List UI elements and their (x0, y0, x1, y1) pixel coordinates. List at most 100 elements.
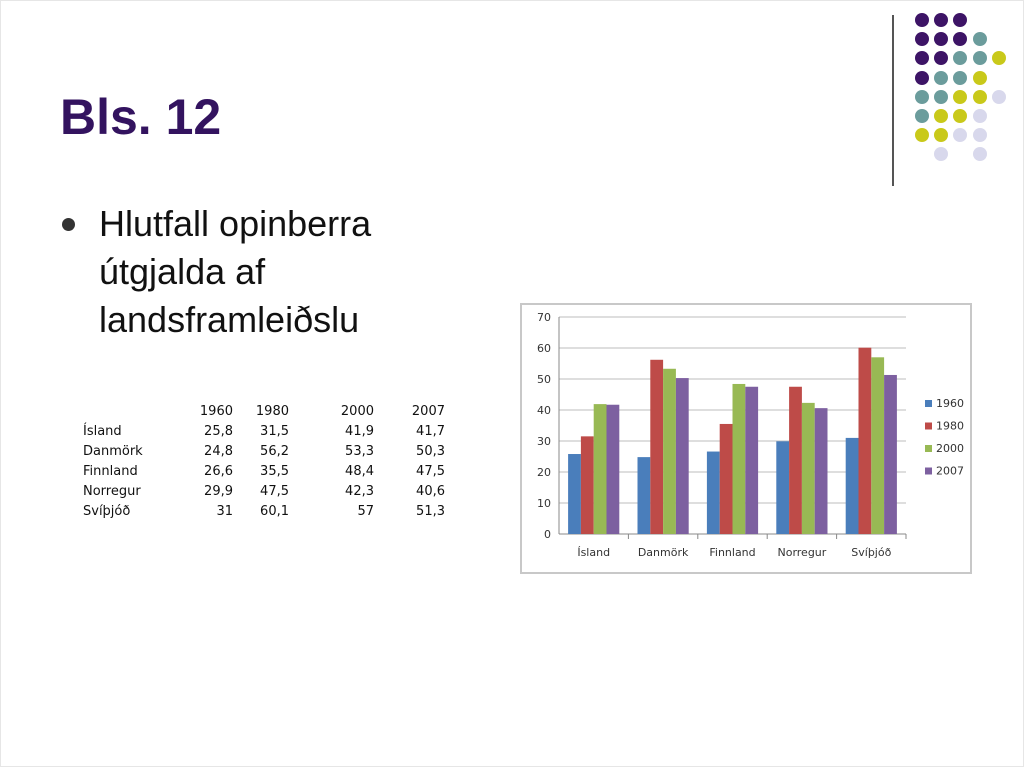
slide-title: Bls. 12 (60, 89, 222, 145)
x-tick-label: Svíþjóð (851, 546, 891, 559)
bar-2007-4 (884, 374, 897, 534)
chart: 0 10 20 30 40 50 60 70 Ísland Danmörk Finnland Norr… (520, 303, 972, 574)
table-cell: 47,5 (260, 483, 289, 499)
decor-dot (934, 128, 949, 143)
decor-dot (972, 109, 987, 123)
table-cell: 29,9 (204, 483, 233, 499)
table-row: Norregur 29,9 47,5 42,3 40,6 (83, 481, 445, 501)
bar-2007-1 (675, 378, 689, 534)
decor-dot (934, 32, 949, 47)
data-table: 1960 1980 2000 2007 Ísland 25,8 31,5 41,9 41,7 Da… (83, 401, 445, 521)
legend-swatch (925, 400, 932, 407)
decor-dot (953, 89, 968, 104)
x-tick-label: Finnland (709, 546, 755, 559)
decor-dot (991, 51, 1006, 66)
decor-dot (953, 51, 968, 66)
decor-dot (934, 51, 949, 66)
table-cell: 48,4 (345, 463, 374, 479)
decor-dot (934, 13, 949, 27)
decor-dot (915, 89, 929, 104)
y-tick-label: 60 (537, 342, 551, 355)
bar-1980-1 (650, 359, 664, 534)
table-cell: 25,8 (204, 423, 233, 439)
bar-2000-3 (801, 402, 815, 534)
decor-dot (934, 89, 949, 104)
bullet-icon (62, 218, 75, 231)
y-tick-label: 70 (537, 311, 551, 324)
y-tick-label: 50 (537, 373, 551, 386)
x-tick-label: Ísland (577, 546, 610, 559)
table-cell: 35,5 (260, 463, 289, 479)
decor-dot (972, 147, 987, 162)
decor-divider (892, 15, 894, 186)
decor-dot (934, 109, 949, 123)
decor-dot (934, 70, 949, 85)
decor-dot (972, 70, 987, 85)
x-tick-label: Danmörk (638, 546, 689, 559)
decor-dot (972, 128, 987, 143)
y-tick-label: 40 (537, 404, 551, 417)
y-tick-label: 0 (544, 528, 551, 541)
y-tick-label: 10 (537, 497, 551, 510)
table-cell: 50,3 (416, 443, 445, 459)
table-cell: 40,6 (416, 483, 445, 499)
bar-1960-0 (568, 454, 581, 534)
table-header-row: 1960 1980 2000 2007 (83, 401, 445, 421)
table-row: Svíþjóð 31 60,1 57 51,3 (83, 501, 445, 521)
legend-swatch (925, 445, 932, 452)
bar-1980-3 (789, 386, 802, 534)
decor-dot (953, 32, 968, 47)
row-label: Finnland (83, 463, 138, 479)
bar-2000-2 (732, 383, 746, 534)
decor-dot (915, 128, 929, 143)
bullet-text: Hlutfall opinberra útgjalda af landsfram… (99, 203, 372, 340)
table-row: Finnland 26,6 35,5 48,4 47,5 (83, 461, 445, 481)
decor-dot (934, 147, 949, 162)
decor-dot (953, 109, 968, 123)
table-cell: 31,5 (260, 423, 289, 439)
legend-label: 1980 (936, 420, 964, 433)
bar-1980-4 (858, 347, 872, 534)
table-cell: 24,8 (204, 443, 233, 459)
bar-1980-0 (580, 436, 594, 534)
table-cell: 60,1 (260, 503, 289, 519)
decor-dot (915, 13, 929, 27)
bar-2007-3 (814, 408, 828, 534)
decor-dot (915, 51, 929, 66)
table-cell: 31 (216, 503, 233, 519)
bar-1960-2 (706, 451, 720, 534)
decor-dot (972, 32, 987, 47)
y-tick-label: 20 (537, 466, 551, 479)
legend-label: 1960 (936, 397, 964, 410)
table-cell: 41,9 (345, 423, 374, 439)
bar-1960-4 (845, 437, 859, 534)
row-label (83, 401, 171, 421)
row-label: Svíþjóð (83, 503, 131, 519)
table-cell: 26,6 (204, 463, 233, 479)
row-label: Norregur (83, 483, 141, 499)
table-row: Ísland 25,8 31,5 41,9 41,7 (83, 421, 445, 441)
bar-2007-2 (745, 386, 759, 534)
row-label: Danmörk (83, 443, 143, 459)
table-cell: 1980 (255, 403, 289, 419)
table-cell: 42,3 (345, 483, 374, 499)
table-cell: 2007 (411, 403, 445, 419)
decor-dot (915, 70, 929, 85)
bar-2007-0 (606, 404, 620, 534)
decor-dot (915, 109, 929, 123)
legend-swatch (925, 467, 932, 475)
table-cell: 53,3 (345, 443, 374, 459)
decor-dot (972, 51, 987, 66)
decor-dot (953, 70, 968, 85)
table-cell: 57 (357, 503, 374, 519)
table-cell: 2000 (340, 403, 374, 419)
bar-1980-2 (719, 423, 733, 534)
bar-1960-1 (637, 457, 651, 534)
legend-swatch (925, 422, 932, 430)
table-row: Danmörk 24,8 56,2 53,3 50,3 (83, 441, 445, 461)
decor-dot (953, 13, 968, 27)
y-tick-label: 30 (537, 435, 551, 448)
bar-1960-3 (776, 441, 790, 534)
table-cell: 47,5 (416, 463, 445, 479)
row-label: Ísland (83, 423, 122, 439)
